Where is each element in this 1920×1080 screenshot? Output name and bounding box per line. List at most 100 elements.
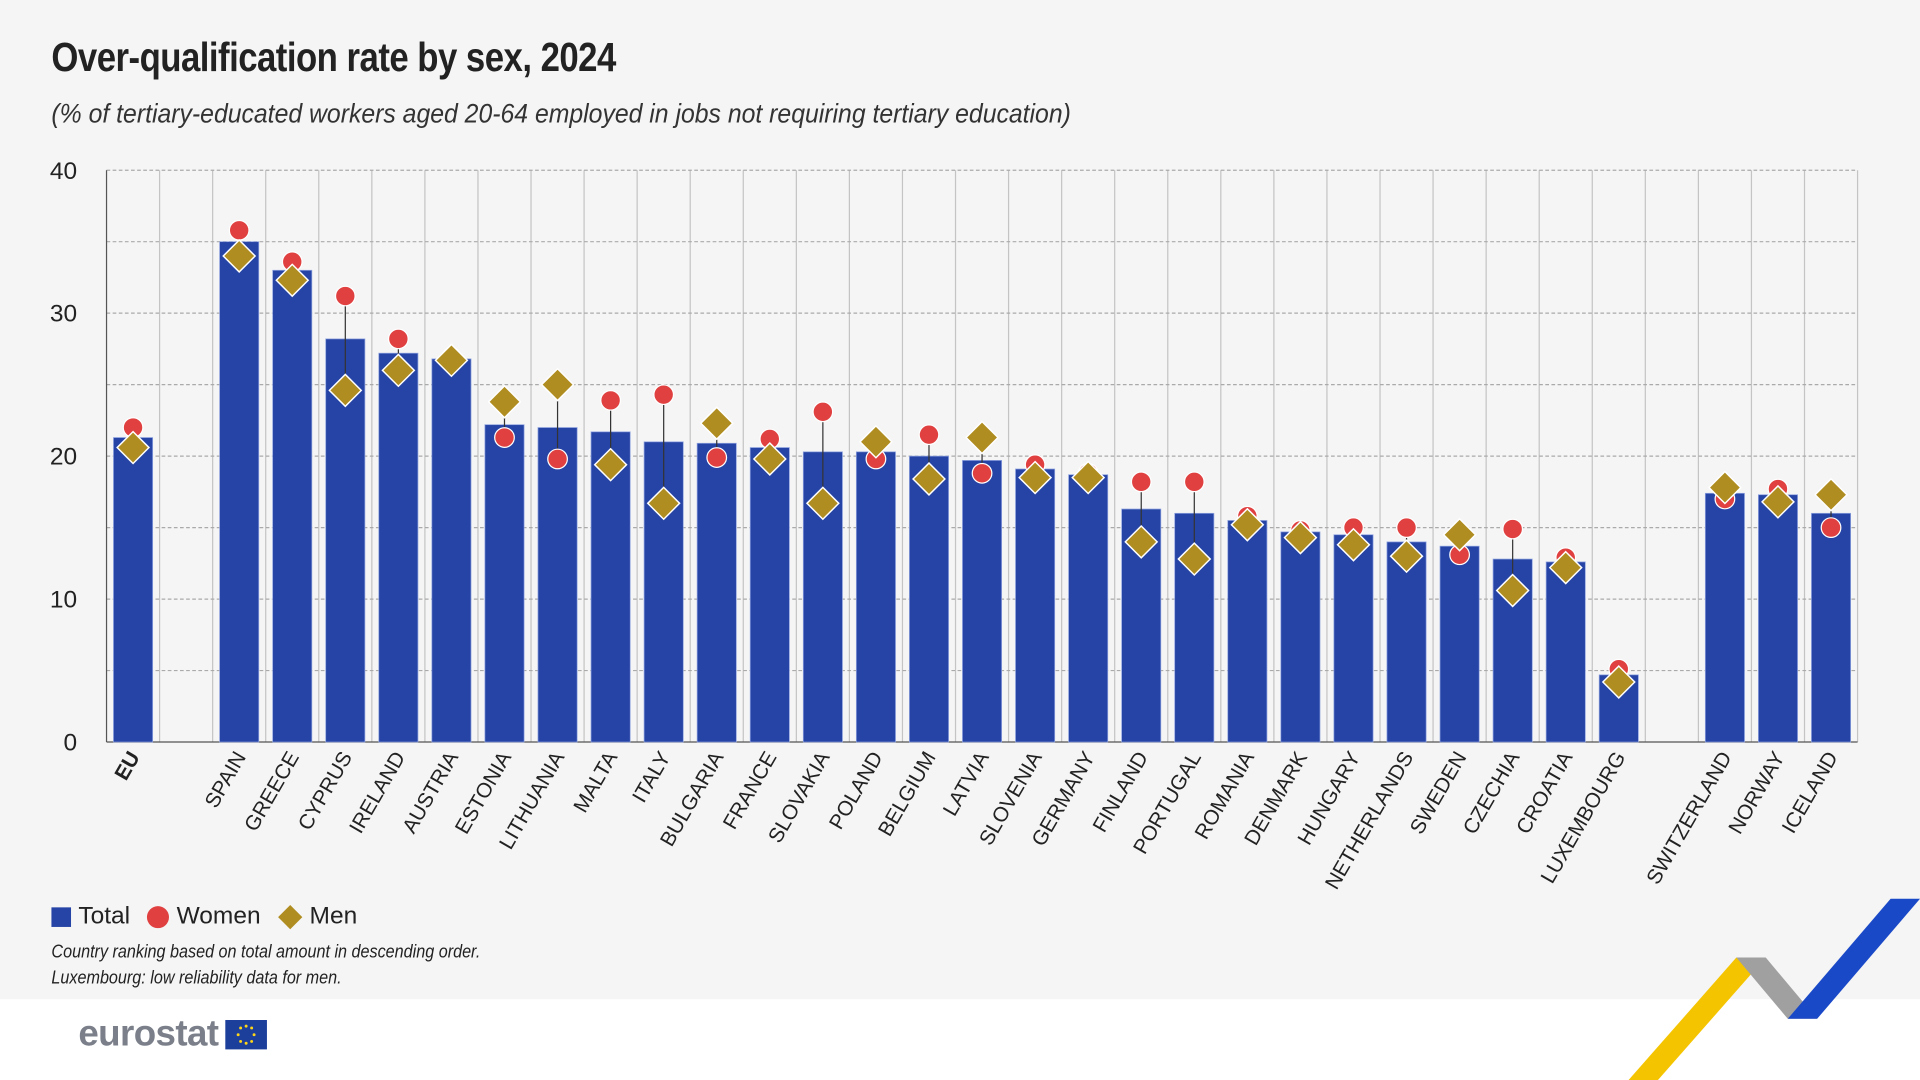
point-women [1502,518,1524,540]
point-men [1389,539,1424,574]
bar-total [1068,474,1109,743]
point-women [1183,471,1205,493]
point-women [600,389,622,411]
chart-subtitle: (% of tertiary-educated workers aged 20-… [51,97,1071,129]
bar-total [484,424,525,743]
legend-item-total: Total [51,902,130,930]
point-women [1130,471,1152,493]
logo-text: eurostat [78,1013,219,1055]
bar-total [1758,494,1798,743]
point-men [1761,484,1795,519]
bar-total [1545,561,1586,743]
decorative-stripes [1628,898,1920,1080]
x-tick-label: LATVIA [939,748,994,820]
legend-label-total: Total [78,902,131,930]
point-men [593,447,628,482]
point-men [1018,460,1053,495]
bar-total [219,241,260,743]
point-men [381,353,416,388]
point-women [918,424,940,446]
point-men [1495,573,1530,608]
point-men [752,442,787,476]
point-women [1396,517,1417,539]
bar-total [1704,492,1745,743]
point-women [1820,517,1842,539]
bar-total [113,437,154,743]
bar-total [1811,512,1851,743]
point-women [494,427,515,448]
total-swatch [51,906,72,927]
point-men [1814,477,1848,512]
point-women [334,285,356,307]
eu-flag-icon [225,1020,268,1050]
point-men [646,486,681,521]
chart-title: Over-qualification rate by sex, 2024 [51,34,616,80]
point-men [487,384,522,419]
x-tick-label: ITALY [628,748,675,807]
bar-total [1439,545,1480,743]
point-men [1601,665,1636,699]
y-tick-label: 20 [50,444,77,471]
bar-total [909,455,949,743]
point-women [971,462,993,484]
x-tick-label: SWITZERLAND [1642,748,1736,889]
bar-total [537,427,578,743]
footer [0,999,1920,1080]
point-men [1707,470,1742,505]
women-swatch [147,905,170,928]
bar-total [1333,534,1374,743]
point-men [1071,460,1106,495]
bar-total [696,442,737,743]
point-men [116,430,151,465]
legend: Total Women Men [51,902,357,930]
bar-total [1280,531,1321,743]
point-men [1548,550,1583,585]
point-men [1336,527,1371,562]
bar-total [1386,541,1427,743]
point-men [965,420,1000,455]
point-men [328,373,363,408]
point-men [699,406,734,441]
legend-label-men: Men [309,902,358,930]
bar-total [1227,520,1268,743]
point-men [1177,542,1212,577]
legend-label-women: Women [176,902,261,930]
legend-item-women: Women [147,902,261,930]
point-men [858,424,893,459]
x-tick-label: EU [110,748,144,785]
point-women [547,448,568,470]
point-men [912,462,946,496]
bar-total [962,460,1003,743]
point-women [387,328,409,350]
bar-total [855,451,896,743]
y-tick-label: 0 [64,730,78,757]
point-men [1283,520,1318,555]
point-women [653,384,675,406]
point-men [540,367,575,402]
x-tick-label: MALTA [569,748,622,817]
point-men [1442,517,1477,552]
point-women [228,219,250,241]
point-women [706,447,728,468]
point-women [812,401,834,423]
eurostat-logo: eurostat [78,1013,268,1056]
point-men [275,263,310,298]
bar-total [1015,468,1056,743]
men-swatch [277,904,303,929]
y-tick-label: 10 [50,587,77,614]
note-luxembourg: Luxembourg: low reliability data for men… [51,967,342,989]
y-tick-label: 40 [50,158,77,185]
point-men [1230,507,1265,542]
bar-total [590,431,631,743]
note-ranking: Country ranking based on total amount in… [51,941,481,963]
bar-total [749,447,790,743]
point-men [434,343,469,378]
y-tick-label: 30 [50,301,77,328]
bar-total [378,352,419,743]
point-men [805,486,840,521]
bar-total [272,269,313,743]
x-tick-label: SPAIN [201,748,251,812]
point-men [1124,524,1159,559]
